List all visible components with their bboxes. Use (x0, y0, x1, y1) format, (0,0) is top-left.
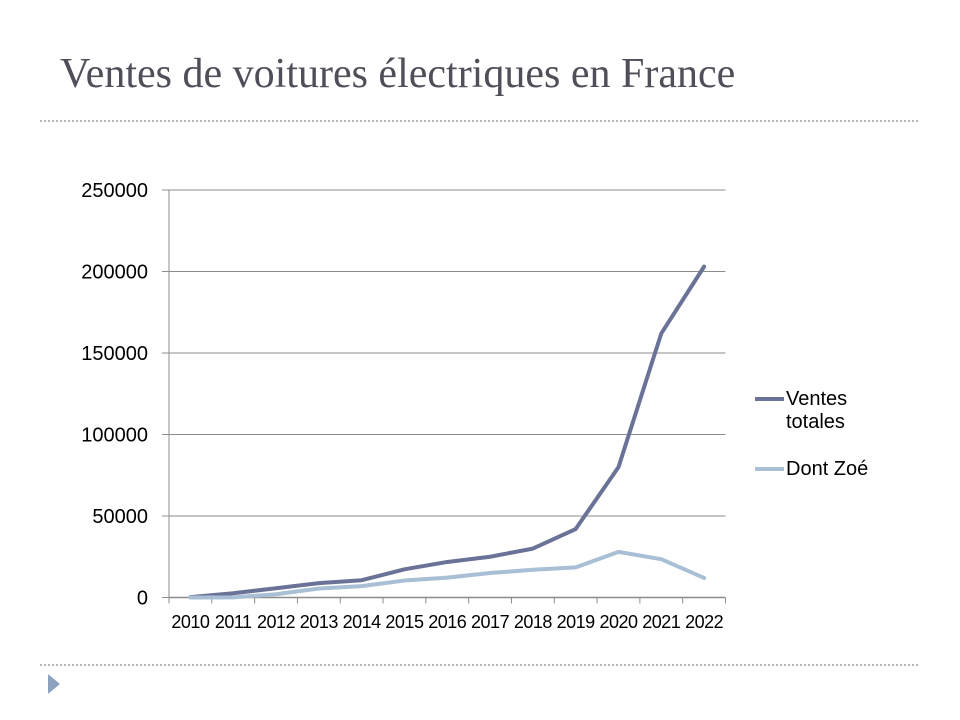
legend-swatch-dont-zoe (755, 467, 784, 471)
x-axis-label: 2016 (428, 612, 467, 632)
y-axis-label: 100000 (81, 425, 148, 447)
x-axis-label: 2017 (471, 612, 510, 632)
y-axis-label: 200000 (81, 262, 148, 284)
slide-title: Ventes de voitures électriques en France (60, 51, 736, 97)
legend-swatch-ventes-totales (755, 397, 784, 401)
x-axis-label: 2010 (171, 612, 210, 632)
title-divider (40, 120, 918, 122)
series-line-0 (188, 264, 707, 600)
x-axis-label: 2014 (343, 612, 382, 632)
x-axis-label: 2022 (685, 612, 724, 632)
series-line-1 (188, 549, 707, 600)
y-axis-label: 0 (137, 588, 148, 610)
x-axis-label: 2011 (215, 612, 252, 632)
legend-label-dont-zoe: Dont Zoé (786, 458, 869, 480)
x-axis-label: 2020 (599, 612, 638, 632)
y-axis-label: 150000 (81, 343, 148, 365)
play-triangle-icon (48, 674, 60, 694)
x-axis-label: 2012 (257, 612, 296, 632)
legend-label-ventes-totales: Ventes totales (786, 388, 848, 433)
x-axis-label: 2013 (300, 612, 339, 632)
y-axis-label: 50000 (92, 506, 148, 528)
y-axis-label: 250000 (81, 180, 148, 202)
x-axis-label: 2015 (385, 612, 424, 632)
legend-item-dont-zoe: Dont Zoé (755, 458, 881, 481)
x-axis-label: 2021 (642, 612, 681, 632)
x-axis-label: 2019 (557, 612, 596, 632)
legend-item-ventes-totales: Ventes totales (755, 388, 881, 434)
chart-legend: Ventes totales Dont Zoé (755, 388, 881, 505)
x-axis-label: 2018 (514, 612, 553, 632)
footer-divider (40, 664, 918, 666)
